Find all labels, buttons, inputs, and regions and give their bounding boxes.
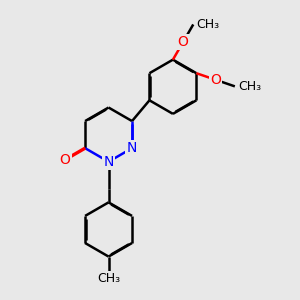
Text: N: N bbox=[103, 155, 114, 169]
Text: O: O bbox=[210, 73, 221, 87]
Text: N: N bbox=[127, 141, 137, 155]
Text: CH₃: CH₃ bbox=[97, 272, 120, 285]
Text: CH₃: CH₃ bbox=[196, 18, 220, 31]
Text: CH₃: CH₃ bbox=[238, 80, 261, 93]
Text: O: O bbox=[178, 35, 188, 49]
Text: O: O bbox=[60, 153, 70, 167]
